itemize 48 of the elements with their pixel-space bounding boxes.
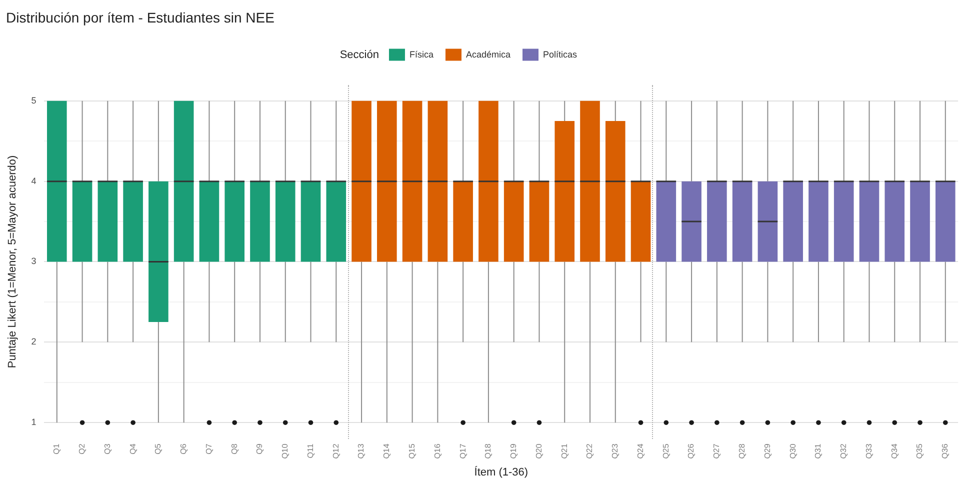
x-tick-label: Q5 xyxy=(154,443,163,454)
x-tick-label: Q13 xyxy=(356,443,366,459)
x-tick-label: Q10 xyxy=(280,443,290,459)
x-tick-label: Q30 xyxy=(788,443,798,459)
x-tick-label: Q1 xyxy=(52,443,62,454)
x-tick-label: Q11 xyxy=(306,443,315,458)
x-tick-label: Q24 xyxy=(636,443,645,459)
legend-label: Académica xyxy=(466,49,511,60)
x-tick-label: Q35 xyxy=(915,443,924,459)
y-tick-label: 1 xyxy=(31,417,36,428)
x-tick-label: Q8 xyxy=(230,443,239,454)
x-tick-label: Q20 xyxy=(534,443,544,459)
x-tick-label: Q15 xyxy=(408,443,416,459)
legend-title: Sección xyxy=(340,48,379,61)
x-tick-label: Q25 xyxy=(661,443,670,459)
chart-title: Distribución por ítem - Estudiantes sin NEE xyxy=(6,9,274,26)
x-axis-title: Ítem (1-36) xyxy=(474,465,528,478)
x-tick-label: Q14 xyxy=(382,443,392,459)
y-axis-title: Puntaje Likert (1=Menor, 5=Mayor acuerdo) xyxy=(6,155,19,368)
x-tick-label: Q3 xyxy=(102,443,112,454)
x-tick-label: Q16 xyxy=(432,443,442,459)
x-tick-label: Q31 xyxy=(814,443,823,459)
y-tick-label: 2 xyxy=(31,336,36,347)
x-tick-label: Q32 xyxy=(839,443,848,459)
x-tick-label: Q12 xyxy=(331,443,340,459)
x-tick-label: Q36 xyxy=(940,443,950,459)
x-tick-label: Q19 xyxy=(509,443,518,459)
legend-label: Políticas xyxy=(543,49,578,60)
x-tick-label: Q6 xyxy=(179,443,188,454)
x-tick-label: Q22 xyxy=(585,443,594,459)
y-tick-label: 4 xyxy=(31,176,36,186)
x-tick-label: Q34 xyxy=(890,443,899,459)
y-tick-label: 5 xyxy=(31,95,36,106)
x-tick-label: Q2 xyxy=(77,443,86,454)
x-tick-label: Q17 xyxy=(458,443,468,459)
y-tick-label: 3 xyxy=(31,256,36,266)
x-tick-label: Q26 xyxy=(686,443,696,459)
legend-label: Física xyxy=(409,49,434,60)
x-tick-label: Q23 xyxy=(610,443,620,459)
x-tick-label: Q4 xyxy=(128,443,138,454)
x-tick-label: Q29 xyxy=(762,443,772,459)
x-tick-label: Q28 xyxy=(738,443,747,459)
x-tick-label: Q33 xyxy=(864,443,874,459)
x-tick-label: Q7 xyxy=(204,443,214,454)
x-tick-label: Q21 xyxy=(560,443,569,459)
x-tick-label: Q9 xyxy=(255,443,264,454)
x-tick-label: Q18 xyxy=(484,443,493,459)
x-tick-label: Q27 xyxy=(712,443,722,459)
